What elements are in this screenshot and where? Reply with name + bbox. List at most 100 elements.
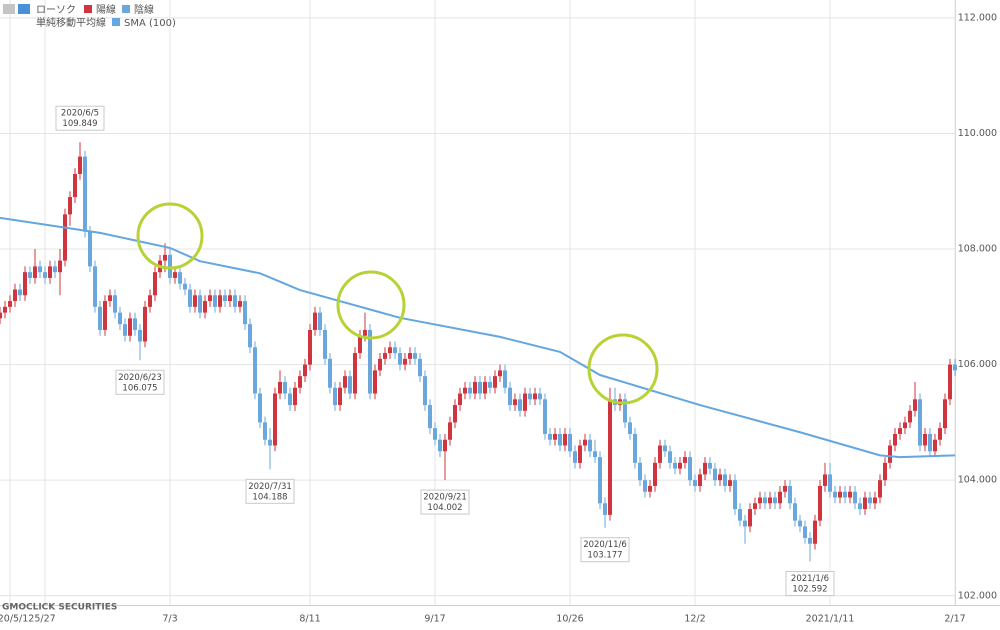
- candle-body: [553, 433, 557, 440]
- candle-body: [443, 439, 447, 452]
- candle-body: [73, 173, 77, 198]
- candle-body: [43, 272, 47, 278]
- x-tick-label: 8/11: [299, 614, 320, 625]
- candle-body: [533, 393, 537, 400]
- x-tick-label: 10/26: [556, 614, 583, 625]
- candle-body: [203, 301, 207, 313]
- legend-down: 陰線: [134, 3, 154, 16]
- highlight-circle: [587, 333, 659, 405]
- candle-body: [698, 474, 702, 486]
- candle-body: [58, 260, 62, 273]
- candle-body: [658, 445, 662, 463]
- candle-body: [433, 428, 437, 440]
- candle-body: [628, 422, 632, 434]
- candle-body: [388, 347, 392, 354]
- annotation-box: [785, 571, 835, 597]
- candle-body: [673, 462, 677, 469]
- candle-body: [98, 306, 102, 330]
- candle-body: [578, 445, 582, 463]
- candle-body: [3, 306, 7, 313]
- candle-body: [313, 312, 317, 330]
- toggle-icon[interactable]: [18, 4, 30, 14]
- candle-body: [448, 422, 452, 440]
- candle-body: [793, 503, 797, 521]
- candle-body: [493, 376, 497, 388]
- candle-body: [893, 433, 897, 446]
- candle-body: [318, 312, 322, 330]
- candle-body: [88, 231, 92, 267]
- candle-body: [513, 399, 517, 406]
- candle-body: [873, 497, 877, 504]
- candle-body: [468, 387, 472, 394]
- candle-body: [253, 347, 257, 394]
- candle-body: [28, 272, 32, 278]
- candle-body: [798, 520, 802, 527]
- candle-body: [33, 266, 37, 278]
- candle-body: [878, 480, 882, 498]
- logo: GMOCLICK SECURITIES: [2, 603, 117, 613]
- legend-sma-group: 単純移動平均線: [36, 16, 106, 29]
- candle-body: [278, 381, 282, 394]
- candle-body: [483, 381, 487, 394]
- annotation-box: [580, 537, 630, 563]
- x-tick-label: 2021/1/11: [806, 614, 855, 625]
- annotation-date: 2020/7/31: [248, 482, 292, 492]
- candle-body: [68, 197, 72, 215]
- candle-body: [838, 491, 842, 498]
- annotation-value: 102.592: [792, 585, 827, 595]
- candle-body: [713, 468, 717, 481]
- candle-body: [703, 462, 707, 475]
- candle-body: [453, 405, 457, 423]
- annotation-value: 104.188: [252, 492, 287, 502]
- candle-body: [38, 266, 42, 273]
- candle-body: [803, 526, 807, 538]
- candle-body: [153, 272, 157, 296]
- candle-body: [393, 347, 397, 354]
- candle-body: [238, 301, 242, 307]
- candle-body: [378, 358, 382, 371]
- candle-body: [763, 497, 767, 504]
- candle-body: [18, 289, 22, 296]
- candle-body: [678, 462, 682, 469]
- legend-sma: SMA (100): [124, 18, 176, 29]
- candle-body: [333, 387, 337, 406]
- candle-body: [633, 433, 637, 463]
- candle-body: [383, 353, 387, 359]
- candle-body: [518, 399, 522, 411]
- annotation-date: 2021/1/6: [791, 574, 829, 584]
- candle-body: [488, 381, 492, 388]
- candle-body: [598, 457, 602, 504]
- candle-body: [843, 491, 847, 498]
- candle-body: [868, 497, 872, 504]
- candle-body: [218, 295, 222, 307]
- candle-body: [168, 254, 172, 278]
- candle-body: [123, 324, 127, 336]
- candle-body: [303, 364, 307, 377]
- candle-body: [953, 364, 957, 371]
- candle-body: [128, 318, 132, 336]
- candle-body: [273, 393, 277, 446]
- legend: ローソク 陽線 陰線 単純移動平均線 SMA (100): [3, 3, 176, 29]
- candle-body: [538, 393, 542, 400]
- candle-body: [223, 295, 227, 302]
- candle-body: [178, 272, 182, 284]
- candle-body: [78, 156, 82, 174]
- candle-body: [183, 283, 187, 290]
- menu-icon[interactable]: [3, 4, 15, 14]
- candle-body: [213, 295, 217, 307]
- candle-body: [143, 306, 147, 342]
- candle-body: [263, 422, 267, 440]
- annotation-box: [115, 369, 165, 395]
- candle-body: [653, 462, 657, 486]
- candle-body: [828, 474, 832, 492]
- candle-body: [228, 295, 232, 302]
- legend-swatch: [112, 18, 120, 26]
- candle-body: [408, 353, 412, 359]
- candle-body: [288, 393, 292, 406]
- candle-body: [748, 509, 752, 527]
- annotation-value: 103.177: [587, 551, 622, 561]
- candle-body: [938, 428, 942, 440]
- candle-body: [358, 335, 362, 354]
- candle-body: [503, 370, 507, 388]
- annotation-box: [420, 489, 470, 515]
